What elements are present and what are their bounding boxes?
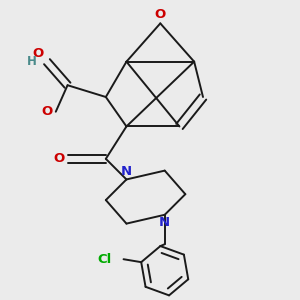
Text: O: O [33, 47, 44, 60]
Text: Cl: Cl [98, 253, 112, 266]
Text: N: N [159, 216, 170, 229]
Text: O: O [53, 152, 64, 165]
Text: N: N [121, 165, 132, 178]
Text: O: O [155, 8, 166, 21]
Text: O: O [42, 105, 53, 118]
Text: H: H [27, 55, 37, 68]
